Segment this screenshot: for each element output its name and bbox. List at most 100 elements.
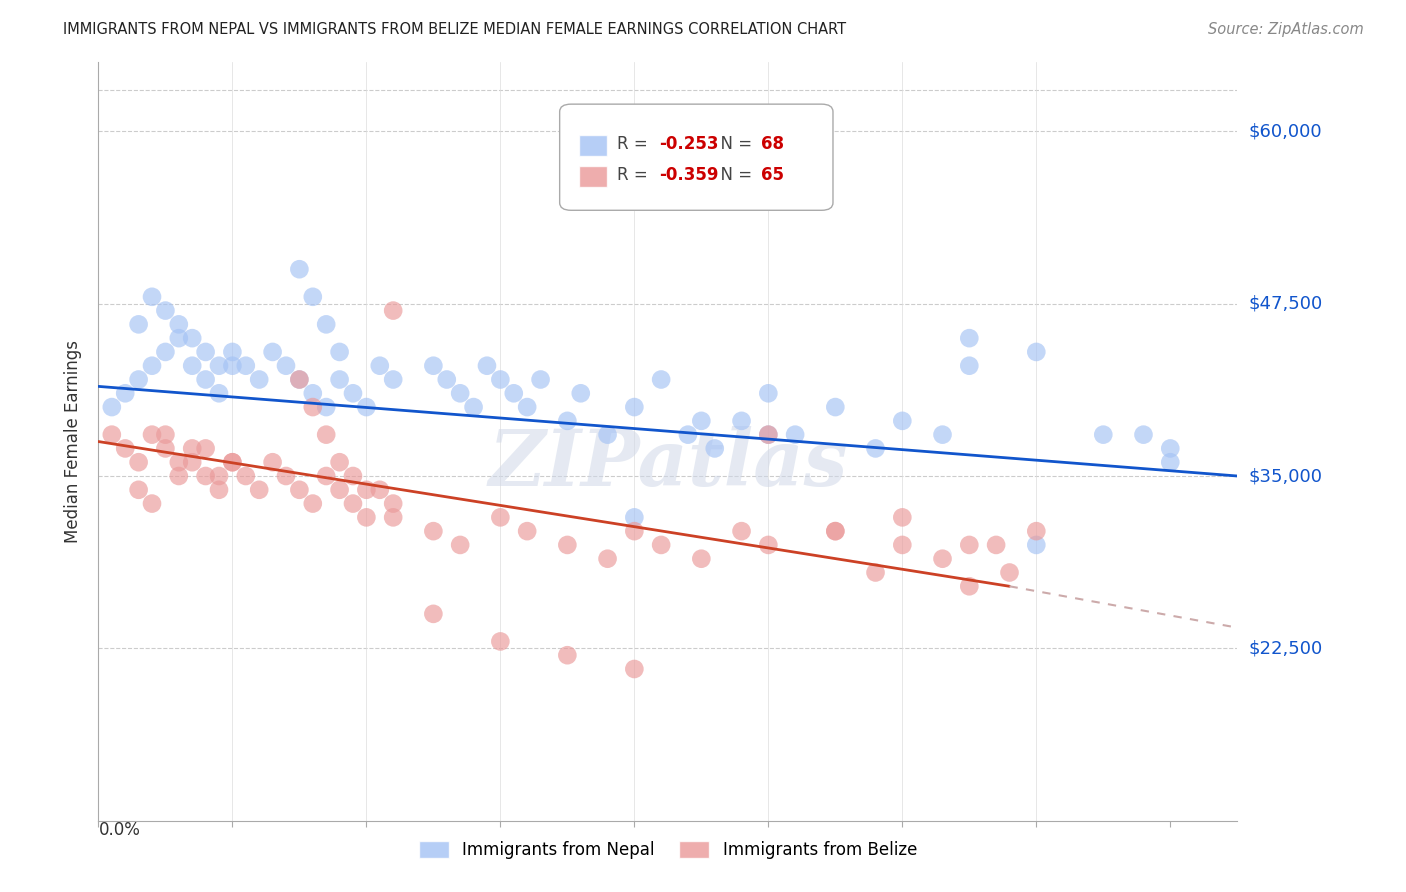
Text: N =: N = — [710, 136, 758, 153]
Point — [221, 359, 243, 373]
Point — [194, 372, 217, 386]
Point — [623, 400, 645, 414]
Point — [356, 400, 378, 414]
Point — [569, 386, 592, 401]
Text: -0.359: -0.359 — [659, 166, 718, 184]
Point — [342, 386, 364, 401]
Text: -0.253: -0.253 — [659, 136, 718, 153]
FancyBboxPatch shape — [579, 166, 607, 186]
Point — [208, 386, 231, 401]
Point — [288, 372, 311, 386]
Text: $22,500: $22,500 — [1249, 640, 1323, 657]
Point — [101, 427, 124, 442]
Point — [181, 331, 204, 345]
Text: IMMIGRANTS FROM NEPAL VS IMMIGRANTS FROM BELIZE MEDIAN FEMALE EARNINGS CORRELATI: IMMIGRANTS FROM NEPAL VS IMMIGRANTS FROM… — [63, 22, 846, 37]
Point — [824, 400, 846, 414]
Point — [422, 607, 444, 621]
Point — [181, 359, 204, 373]
Point — [650, 372, 672, 386]
Point — [516, 400, 538, 414]
Point — [315, 469, 337, 483]
Point — [167, 318, 190, 332]
Point — [957, 359, 980, 373]
Point — [167, 455, 190, 469]
Point — [1159, 455, 1181, 469]
Point — [368, 483, 391, 497]
Point — [931, 551, 953, 566]
Point — [221, 455, 243, 469]
Text: 68: 68 — [761, 136, 785, 153]
Point — [730, 414, 752, 428]
Point — [315, 318, 337, 332]
Point — [368, 359, 391, 373]
Point — [315, 427, 337, 442]
Text: R =: R = — [617, 166, 652, 184]
Point — [356, 483, 378, 497]
Point — [167, 331, 190, 345]
Point — [596, 551, 619, 566]
Point — [931, 427, 953, 442]
Point — [422, 524, 444, 538]
Point — [329, 483, 352, 497]
Point — [623, 662, 645, 676]
Point — [785, 427, 807, 442]
Point — [824, 524, 846, 538]
Text: N =: N = — [710, 166, 758, 184]
FancyBboxPatch shape — [560, 104, 832, 211]
Point — [288, 262, 311, 277]
Y-axis label: Median Female Earnings: Median Female Earnings — [65, 340, 83, 543]
Point — [382, 372, 405, 386]
Point — [730, 524, 752, 538]
Point — [141, 359, 163, 373]
Point — [824, 524, 846, 538]
Point — [557, 648, 579, 663]
Point — [247, 372, 270, 386]
Point — [128, 483, 150, 497]
Point — [891, 510, 914, 524]
Point — [194, 469, 217, 483]
Point — [155, 303, 177, 318]
Point — [114, 386, 136, 401]
Point — [128, 372, 150, 386]
Text: $35,000: $35,000 — [1249, 467, 1323, 485]
Point — [703, 442, 725, 456]
Point — [1132, 427, 1154, 442]
Point — [957, 331, 980, 345]
Point — [114, 442, 136, 456]
Point — [155, 345, 177, 359]
Point — [167, 469, 190, 483]
Point — [463, 400, 485, 414]
Point — [449, 386, 471, 401]
Point — [141, 497, 163, 511]
Point — [1025, 538, 1047, 552]
Point — [329, 372, 352, 386]
Point — [301, 497, 323, 511]
Point — [141, 427, 163, 442]
Point — [208, 469, 231, 483]
Point — [342, 497, 364, 511]
Point — [489, 510, 512, 524]
Text: R =: R = — [617, 136, 652, 153]
Point — [288, 483, 311, 497]
Point — [596, 427, 619, 442]
Point — [141, 290, 163, 304]
Point — [865, 442, 887, 456]
Point — [329, 455, 352, 469]
Point — [489, 634, 512, 648]
Point — [957, 579, 980, 593]
Point — [288, 372, 311, 386]
Point — [1159, 442, 1181, 456]
Text: Source: ZipAtlas.com: Source: ZipAtlas.com — [1208, 22, 1364, 37]
Text: $47,500: $47,500 — [1249, 294, 1323, 313]
Point — [690, 551, 713, 566]
Point — [301, 290, 323, 304]
Point — [329, 345, 352, 359]
Point — [516, 524, 538, 538]
Point — [449, 538, 471, 552]
Point — [194, 442, 217, 456]
Point — [1025, 524, 1047, 538]
Point — [489, 372, 512, 386]
Point — [181, 442, 204, 456]
Point — [756, 386, 779, 401]
Point — [128, 455, 150, 469]
